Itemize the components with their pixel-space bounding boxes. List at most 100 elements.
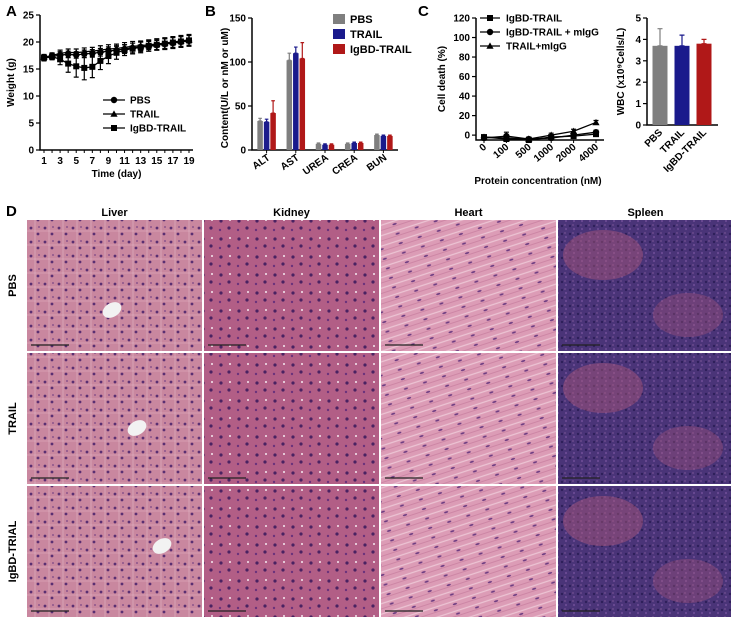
data-point-TRAIL+mIgG — [592, 118, 600, 126]
y-axis-label: Weight (g) — [6, 58, 17, 107]
data-point-TRAIL+mIgG — [547, 131, 555, 138]
data-point-IgBD-TRAIL — [57, 56, 64, 63]
x-tick-label: 3 — [57, 156, 63, 167]
data-point-IgBD-TRAIL — [49, 53, 56, 60]
data-point-IgBD-TRAIL — [177, 38, 184, 45]
axis-lines — [475, 18, 604, 141]
data-point-IgBD-TRAIL — [81, 64, 88, 71]
tissue-image-spleen — [558, 486, 731, 617]
y-tick-label: 0 — [635, 121, 641, 132]
column-header: Heart — [454, 207, 482, 219]
error-bar — [375, 133, 379, 136]
bar-IgBD-TRAIL — [696, 43, 712, 125]
data-point-TRAIL+mIgG — [525, 135, 533, 142]
legend-marker — [486, 42, 494, 49]
data-point-IgBD-TRAIL — [89, 63, 96, 70]
x-tick-label: BUN — [365, 152, 389, 173]
bar-TRAIL — [293, 53, 299, 151]
y-tick-label: 5 — [28, 119, 34, 130]
vessel-lumen — [152, 538, 172, 554]
legend-label: TRAIL — [350, 29, 383, 41]
row-label: IgBD-TRIAL — [7, 520, 19, 582]
y-tick-label: 150 — [229, 14, 246, 25]
data-point-IgBD-TRAIL — [169, 39, 176, 46]
y-tick-label: 120 — [453, 14, 470, 25]
data-point-IgBD-TRAIL — [73, 63, 80, 70]
error-bar — [264, 118, 269, 123]
x-tick-label: 9 — [106, 156, 112, 167]
y-tick-label: 25 — [23, 11, 35, 22]
bar-IgBD-TRAIL — [387, 135, 393, 150]
error-bar — [294, 46, 298, 54]
data-point-IgBD-TRAIL — [121, 47, 128, 54]
y-tick-label: 3 — [635, 56, 641, 67]
bar-IgBD-TRAIL — [299, 58, 306, 151]
x-tick-label: 4000 — [577, 142, 601, 165]
legend-label: IgBD-TRAIL — [130, 124, 186, 135]
column-header: Spleen — [627, 207, 663, 219]
data-point-IgBD-TRAIL — [186, 37, 192, 44]
tissue-image-heart — [381, 220, 556, 351]
data-point-TRAIL+mIgG — [502, 134, 510, 141]
series-line-IgBD-TRAIL + mIgG — [483, 131, 597, 140]
histology-grid: Liver Kidney Heart Spleen PBS TRAIL IgBD-TRIAL — [7, 207, 731, 617]
data-point-IgBD-TRAIL — [105, 53, 112, 60]
legend-label: PBS — [350, 14, 373, 26]
y-tick-label: 40 — [459, 92, 471, 103]
data-point-IgBD-TRAIL — [161, 40, 168, 47]
tissue-image-kidney — [204, 353, 379, 484]
data-point-TRAIL — [56, 49, 64, 57]
legend-label: PBS — [130, 96, 151, 107]
bar-TRAIL — [674, 45, 690, 125]
y-tick-label: 4 — [635, 35, 641, 46]
x-tick-label: ALT — [251, 152, 273, 172]
y-tick-label: 20 — [23, 38, 35, 49]
bar-PBS — [257, 120, 263, 150]
error-bar — [381, 134, 386, 137]
error-bar — [287, 52, 292, 61]
data-point-IgBD-TRAIL — [97, 57, 104, 64]
data-point-TRAIL — [72, 49, 80, 56]
tissue-image-spleen — [558, 220, 731, 351]
error-bar — [388, 134, 392, 137]
bar-PBS — [315, 143, 322, 150]
y-tick-label: 1 — [635, 99, 641, 110]
bar-TRAIL — [263, 121, 270, 150]
red-pulp-region — [653, 293, 723, 337]
x-tick-label: 0 — [478, 142, 490, 154]
tissue-image-kidney — [204, 220, 379, 351]
tissue-image-liver — [27, 220, 202, 351]
red-pulp-region — [563, 496, 643, 546]
error-bar — [271, 100, 275, 114]
error-bar — [701, 38, 707, 45]
y-tick-label: 2 — [635, 78, 641, 89]
x-tick-label: 11 — [119, 156, 130, 167]
legend-label: TRAIL+mIgG — [506, 42, 567, 53]
y-tick-label: 0 — [464, 131, 470, 142]
y-axis-label: Content(U/L or nM or uM) — [220, 28, 231, 148]
bar-PBS — [652, 45, 668, 125]
y-tick-label: 0 — [240, 146, 246, 157]
tissue-image-liver — [27, 353, 202, 484]
tissue-image-liver — [27, 486, 202, 617]
y-tick-label: 15 — [23, 65, 35, 76]
x-tick-label: 7 — [90, 156, 96, 167]
x-axis-label: Protein concentration (nM) — [474, 176, 601, 187]
data-point-IgBD-TRAIL — [65, 60, 72, 67]
error-bar — [679, 34, 685, 47]
column-header: Liver — [101, 207, 128, 219]
y-tick-label: 80 — [459, 53, 471, 64]
x-tick-label: 15 — [151, 156, 163, 167]
error-bar — [345, 142, 350, 145]
x-tick-label: 500 — [514, 142, 534, 161]
error-bar — [316, 142, 321, 145]
bar-IgBD-TRAIL — [270, 113, 276, 150]
data-point-IgBD-TRAIL — [129, 45, 136, 52]
legend-swatch — [333, 14, 345, 24]
x-tick-label: 5 — [73, 156, 79, 167]
legend-marker — [111, 125, 117, 131]
data-point-IgBD-TRAIL — [137, 44, 144, 51]
error-bar — [657, 28, 663, 47]
y-axis-label: Cell death (%) — [437, 46, 448, 112]
